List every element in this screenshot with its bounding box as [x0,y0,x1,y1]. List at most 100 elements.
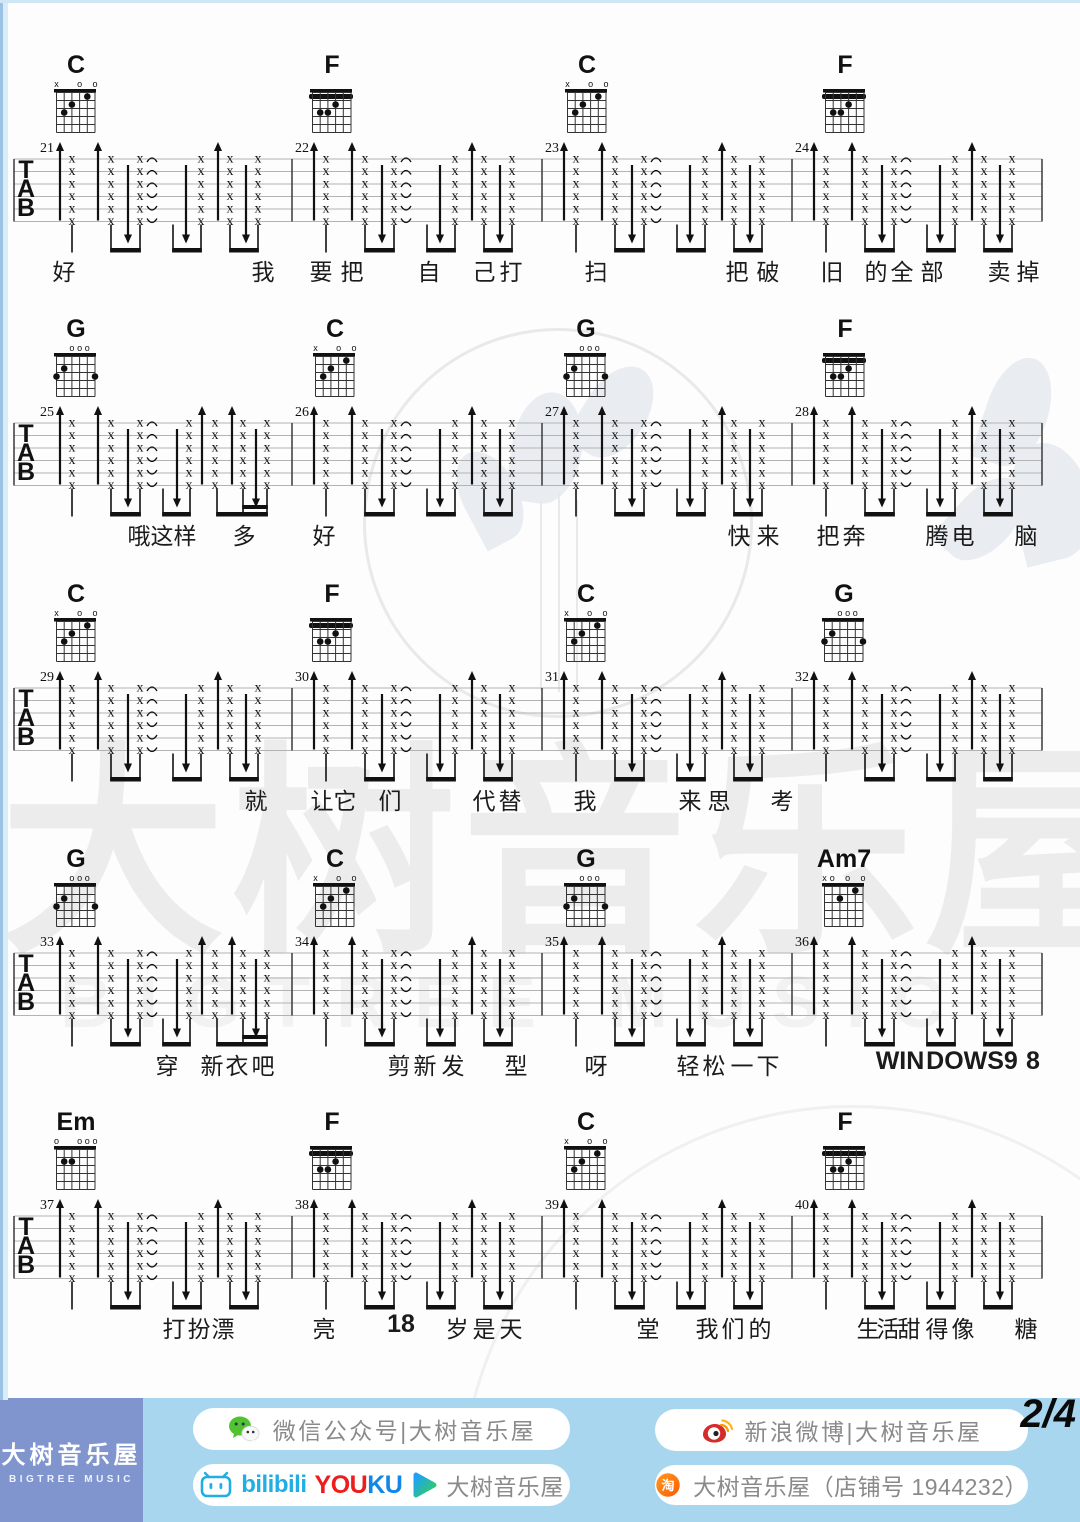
svg-text:x: x [731,1221,738,1236]
lyric-token: 脑 [1014,523,1038,549]
svg-text:o: o [336,343,341,353]
svg-text:x: x [641,214,648,229]
lyric-token: 漂 [211,1316,235,1342]
svg-text:o: o [845,608,850,618]
svg-text:x: x [731,466,738,481]
svg-text:x: x [212,441,219,456]
svg-text:x: x [69,202,76,217]
svg-text:x: x [1009,428,1016,443]
svg-text:x: x [573,214,580,229]
svg-text:x: x [702,441,709,456]
svg-text:x: x [137,1246,144,1261]
svg-text:x: x [108,466,115,481]
lyric-token: 腾 [925,523,949,549]
svg-text:x: x [391,1271,398,1286]
svg-text:x: x [509,1271,516,1286]
chord-label: Em [56,1108,96,1136]
svg-text:x: x [108,202,115,217]
svg-text:x: x [452,1259,459,1274]
svg-text:x: x [612,731,619,746]
svg-text:x: x [452,718,459,733]
svg-text:x: x [759,466,766,481]
svg-text:x: x [69,971,76,986]
svg-text:x: x [255,1271,262,1286]
svg-text:x: x [981,718,988,733]
svg-text:T: T [18,685,33,713]
svg-text:x: x [212,971,219,986]
svg-text:x: x [137,706,144,721]
svg-text:x: x [198,1221,205,1236]
svg-text:x: x [1009,971,1016,986]
svg-text:x: x [212,466,219,481]
svg-text:x: x [702,466,709,481]
svg-text:x: x [891,214,898,229]
svg-text:40: 40 [795,1198,809,1213]
svg-text:x: x [137,1209,144,1224]
svg-text:x: x [891,177,898,192]
svg-text:x: x [362,177,369,192]
svg-text:x: x [641,718,648,733]
svg-text:x: x [264,416,271,431]
svg-text:x: x [731,1271,738,1286]
svg-text:x: x [509,731,516,746]
svg-text:x: x [952,731,959,746]
svg-text:B: B [17,1251,35,1279]
svg-text:x: x [612,706,619,721]
svg-text:x: x [362,946,369,961]
lyric-token: 堂 [636,1316,660,1342]
svg-text:x: x [69,731,76,746]
svg-text:x: x [240,478,247,493]
svg-text:x: x [573,996,580,1011]
svg-text:x: x [702,1221,709,1236]
lyric-token: 把 [816,523,840,549]
svg-text:x: x [69,1246,76,1261]
svg-text:x: x [186,971,193,986]
lyric-token: 们 [721,1316,745,1342]
svg-text:x: x [702,971,709,986]
svg-text:x: x [452,164,459,179]
svg-text:A: A [17,704,35,732]
svg-text:x: x [108,718,115,733]
svg-text:x: x [702,731,709,746]
svg-text:x: x [255,164,262,179]
svg-text:x: x [759,189,766,204]
svg-text:x: x [573,416,580,431]
svg-text:x: x [212,946,219,961]
svg-text:o: o [92,1136,97,1146]
svg-text:x: x [862,1209,869,1224]
svg-text:x: x [823,189,830,204]
lyric-token: 是 [472,1316,496,1342]
svg-text:x: x [481,152,488,167]
svg-text:x: x [54,608,59,618]
svg-text:x: x [759,946,766,961]
svg-text:x: x [823,706,830,721]
svg-text:o: o [595,873,600,883]
svg-text:x: x [481,189,488,204]
svg-text:x: x [198,693,205,708]
play-icon [413,1472,437,1498]
svg-text:x: x [69,416,76,431]
svg-text:x: x [186,478,193,493]
svg-text:x: x [981,189,988,204]
svg-text:o: o [588,79,593,89]
svg-text:x: x [862,177,869,192]
svg-text:x: x [952,1221,959,1236]
svg-text:x: x [323,693,330,708]
svg-text:x: x [391,1221,398,1236]
svg-text:x: x [509,983,516,998]
svg-text:x: x [198,152,205,167]
svg-text:x: x [981,693,988,708]
svg-text:x: x [702,706,709,721]
svg-text:x: x [227,1209,234,1224]
svg-text:x: x [69,983,76,998]
svg-text:35: 35 [545,935,559,950]
svg-text:x: x [108,416,115,431]
svg-text:x: x [862,743,869,758]
svg-text:x: x [891,164,898,179]
lyric-token: 亮 [312,1316,336,1342]
svg-text:x: x [362,214,369,229]
svg-text:x: x [255,1221,262,1236]
svg-text:x: x [362,731,369,746]
